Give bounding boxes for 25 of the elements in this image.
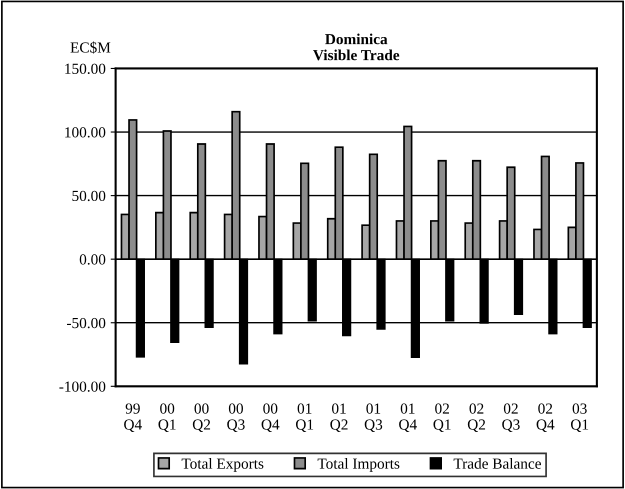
y-tick-label: 50.00 bbox=[72, 190, 106, 202]
y-axis-title: EC$M bbox=[70, 41, 110, 54]
x-tick-label: 03 Q1 bbox=[570, 403, 588, 432]
y-tick-label: -50.00 bbox=[67, 318, 106, 328]
x-tick-label: 01 Q3 bbox=[364, 403, 382, 432]
x-tick-label: 01 Q4 bbox=[399, 403, 417, 432]
x-tick-label: 01 Q2 bbox=[330, 403, 348, 432]
legend-label: Total Imports bbox=[318, 458, 400, 472]
y-tick-label: 150.00 bbox=[65, 64, 106, 74]
x-tick-label: 00 Q4 bbox=[262, 403, 280, 432]
y-tick-label: -100.00 bbox=[59, 381, 106, 392]
x-tick-label: 01 Q1 bbox=[296, 403, 314, 432]
x-tick-label: 02 Q3 bbox=[502, 403, 520, 432]
x-tick-label: 00 Q1 bbox=[158, 403, 176, 432]
x-tick-label: 00 Q3 bbox=[227, 403, 245, 432]
x-tick-label: 99 Q4 bbox=[124, 403, 142, 432]
x-tick-label: 00 Q2 bbox=[192, 403, 210, 432]
x-tick-label: 02 Q4 bbox=[536, 403, 554, 432]
y-tick-label: 100.00 bbox=[65, 127, 106, 138]
chart-title: Dominica Visible Trade bbox=[313, 34, 400, 60]
legend-label: Total Exports bbox=[182, 458, 264, 472]
x-tick-label: 02 Q2 bbox=[468, 403, 486, 432]
x-tick-label: 02 Q1 bbox=[433, 403, 451, 432]
y-tick-label: 0.00 bbox=[80, 254, 106, 265]
legend-label: Trade Balance bbox=[454, 458, 541, 469]
